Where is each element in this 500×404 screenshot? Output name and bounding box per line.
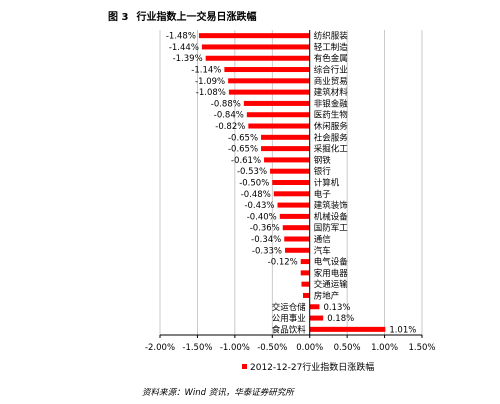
- category-label: 非银金融: [314, 98, 349, 109]
- chart-title: 图 3 行业指数上一交易日涨跌幅: [108, 8, 256, 23]
- data-label: -0.36%: [250, 224, 280, 234]
- category-label: 建筑装饰: [314, 200, 349, 211]
- data-label: 0.18%: [327, 314, 354, 324]
- category-label: 银行: [314, 166, 332, 177]
- category-label: 轻工制造: [314, 42, 349, 53]
- category-label: 纺织服装: [314, 31, 349, 42]
- bar: [284, 236, 310, 242]
- data-label: -0.50%: [239, 179, 269, 189]
- data-label: -0.82%: [215, 122, 245, 132]
- data-label: 1.01%: [389, 325, 416, 335]
- bar: [205, 55, 310, 61]
- data-label: -1.48%: [166, 32, 196, 42]
- category-label: 计算机: [314, 178, 340, 189]
- data-label: 0.13%: [323, 303, 350, 313]
- category-label: 社会服务: [314, 132, 349, 143]
- bar: [248, 123, 310, 129]
- bar: [277, 202, 310, 208]
- bar: [282, 225, 310, 231]
- category-label: 电子: [314, 189, 332, 200]
- legend: 2012-12-27行业指数日涨跌幅: [242, 360, 374, 373]
- data-label: -0.65%: [228, 133, 258, 143]
- category-label: 电气设备: [314, 257, 349, 268]
- category-label: 采掘化工: [314, 144, 349, 155]
- legend-swatch: [242, 364, 247, 369]
- category-label: 汽车: [314, 245, 331, 256]
- category-label: 交通运输: [314, 279, 349, 290]
- bar: [261, 134, 310, 140]
- bar: [264, 157, 310, 163]
- figure-number: 图 3: [108, 12, 129, 23]
- category-label: 公用事业: [272, 313, 306, 324]
- x-tick-label: 1.00%: [371, 343, 398, 353]
- category-label: 有色金属: [314, 53, 348, 64]
- category-label: 国防军工: [314, 223, 349, 234]
- category-label: 食品饮料: [272, 324, 307, 335]
- bar: [309, 304, 320, 310]
- bar: [228, 78, 310, 84]
- category-label: 交运仓储: [272, 302, 307, 313]
- data-label: -0.61%: [231, 156, 261, 166]
- data-label: -0.53%: [237, 167, 267, 177]
- category-label: 商业贸易: [314, 76, 348, 87]
- category-label: 钢铁: [314, 155, 332, 166]
- bar: [261, 146, 310, 152]
- bar: [270, 168, 310, 174]
- data-label: -1.44%: [169, 43, 199, 53]
- data-label: -0.12%: [268, 258, 298, 268]
- x-tick-label: -1.00%: [220, 343, 250, 353]
- x-tick-label: 0.00%: [296, 343, 323, 353]
- data-label: -0.84%: [214, 111, 244, 121]
- bar: [272, 180, 310, 185]
- bar: [300, 270, 310, 276]
- x-tick-label: -1.50%: [182, 343, 212, 353]
- data-label: -0.48%: [241, 190, 271, 200]
- bar: [300, 259, 310, 265]
- legend-label: 2012-12-27行业指数日涨跌幅: [250, 363, 375, 373]
- data-label: -1.08%: [196, 88, 226, 98]
- category-label: 房地产: [314, 290, 340, 301]
- category-label: 通信: [314, 234, 332, 245]
- category-label: 建筑材料: [314, 87, 349, 98]
- data-label: -1.09%: [195, 77, 225, 87]
- bar: [301, 281, 310, 287]
- bar: [309, 315, 324, 321]
- category-label: 休闲服务: [314, 121, 349, 132]
- bar: [228, 89, 310, 95]
- category-label: 机械设备: [314, 211, 349, 222]
- bar: [273, 191, 310, 197]
- data-label: -0.40%: [247, 212, 277, 222]
- category-label: 综合行业: [314, 65, 348, 76]
- x-tick-label: -0.50%: [257, 343, 287, 353]
- data-label: -1.14%: [191, 66, 221, 76]
- bar: [201, 44, 310, 50]
- bar: [302, 292, 310, 298]
- bar: [246, 112, 310, 118]
- category-label: 医药生物: [314, 110, 349, 121]
- figure-title-text: 行业指数上一交易日涨跌幅: [136, 12, 257, 23]
- data-label: -0.34%: [251, 235, 281, 245]
- bar: [243, 100, 310, 106]
- bar: [198, 33, 310, 39]
- bar: [285, 247, 310, 253]
- x-tick-label: -2.00%: [145, 343, 175, 353]
- data-label: -0.65%: [228, 145, 258, 155]
- bar: [309, 326, 386, 332]
- data-label: -0.43%: [244, 201, 274, 211]
- x-tick-label: 0.50%: [334, 343, 361, 353]
- data-label: -0.88%: [211, 99, 241, 109]
- data-label: -1.39%: [173, 54, 203, 64]
- data-label: -0.33%: [252, 246, 282, 256]
- bar: [224, 67, 310, 73]
- category-label: 家用电器: [314, 268, 349, 279]
- x-tick-label: 1.50%: [408, 343, 435, 353]
- bar: [279, 213, 310, 219]
- source-note: 资料来源：Wind 资讯，华泰证券研究所: [142, 388, 294, 398]
